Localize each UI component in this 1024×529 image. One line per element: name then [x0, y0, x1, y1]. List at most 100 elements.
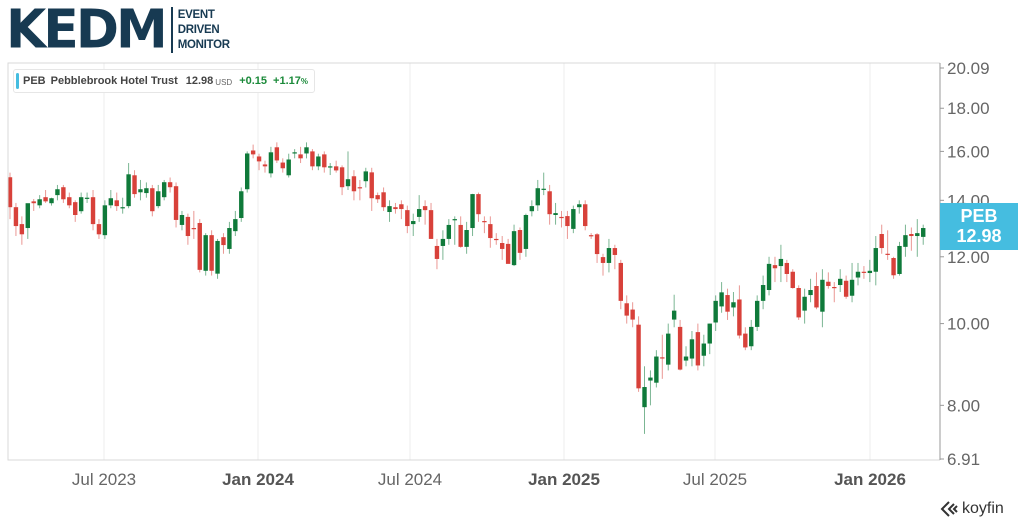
- legend-ticker: PEB: [23, 75, 46, 87]
- candle-body: [411, 221, 416, 225]
- candle-body: [476, 194, 481, 215]
- candle-body: [31, 201, 36, 204]
- candle-body: [286, 159, 291, 176]
- y-tick-label: 12.00: [947, 248, 990, 267]
- candle-body: [191, 228, 197, 230]
- candle-body: [553, 213, 558, 215]
- x-tick-label: Jul 2023: [72, 470, 136, 489]
- koyfin-logo-icon: [940, 501, 958, 517]
- candle-down: [262, 160, 268, 173]
- candle-down: [167, 177, 173, 193]
- candles: [7, 142, 926, 434]
- candle-down: [879, 224, 884, 254]
- candle-body: [452, 219, 457, 221]
- chart-legend[interactable]: PEB Pebblebrook Hotel Trust 12.98 USD +0…: [13, 69, 315, 93]
- candle-body: [25, 203, 30, 229]
- legend-change-pct-value: +1.17: [273, 75, 301, 87]
- candle-up: [161, 179, 167, 201]
- candle-body: [790, 271, 795, 289]
- candle-down: [790, 269, 795, 289]
- candle-down: [861, 266, 867, 279]
- candle-up: [464, 221, 469, 254]
- candle-down: [7, 172, 13, 220]
- candle-down: [476, 192, 481, 222]
- candle-body: [114, 200, 119, 207]
- candle-body: [292, 152, 297, 154]
- candle-body: [843, 280, 849, 297]
- candle-body: [737, 299, 742, 336]
- candle-body: [838, 278, 843, 286]
- candle-body: [90, 197, 96, 225]
- candle-body: [778, 258, 784, 267]
- candle-body: [713, 300, 718, 323]
- candle-down: [322, 151, 327, 173]
- kedm-logo: KEDM EVENT DRIVEN MONITOR: [6, 3, 230, 56]
- candle-down: [185, 213, 191, 245]
- candle-body: [725, 295, 730, 312]
- candle-down: [250, 144, 256, 159]
- candle-up: [760, 275, 766, 310]
- candle-body: [903, 235, 908, 247]
- candle-body: [529, 206, 535, 212]
- candle-down: [826, 272, 831, 289]
- logo-divider: [170, 7, 173, 53]
- candle-body: [517, 230, 523, 253]
- koyfin-branding[interactable]: koyfin: [940, 500, 1004, 518]
- candle-down: [482, 216, 487, 234]
- candle-body: [660, 357, 665, 359]
- x-tick-label: Jan 2026: [834, 470, 906, 489]
- axes: Jul 2023 Jan 2024 Jul 2024 Jan 2025 Jul 2025…: [7, 59, 990, 489]
- candle-body: [416, 209, 422, 217]
- candle-down: [381, 187, 386, 211]
- candle-body: [642, 387, 647, 408]
- candle-body: [689, 339, 695, 359]
- candle-body: [339, 167, 345, 188]
- candle-down: [357, 179, 363, 201]
- candle-down: [488, 216, 493, 248]
- candle-body: [588, 235, 594, 237]
- candle-body: [96, 224, 102, 235]
- candle-up: [239, 187, 244, 222]
- legend-company-name: Pebblebrook Hotel Trust: [50, 75, 178, 87]
- candle-body: [731, 302, 736, 308]
- logo-sub-line: EVENT: [177, 8, 215, 21]
- candle-up: [820, 269, 825, 328]
- legend-currency: USD: [215, 77, 233, 87]
- candle-up: [867, 259, 873, 283]
- candle-body: [571, 209, 576, 229]
- tag-price: 12.98: [956, 226, 1002, 246]
- tag-ticker: PEB: [960, 206, 998, 226]
- candle-body: [298, 154, 303, 159]
- candle-down: [67, 192, 72, 209]
- candle-down: [618, 259, 623, 310]
- candle-body: [357, 187, 363, 189]
- candle-body: [511, 231, 517, 266]
- candle-body: [351, 176, 357, 192]
- candle-body: [280, 162, 285, 169]
- candle-up: [440, 230, 446, 260]
- candle-down: [565, 210, 570, 239]
- candle-body: [743, 333, 748, 348]
- candle-up: [203, 233, 208, 276]
- candle-up: [855, 262, 861, 286]
- candle-down: [90, 189, 96, 231]
- koyfin-label: koyfin: [962, 500, 1004, 517]
- candle-body: [150, 188, 155, 212]
- candle-up: [227, 221, 232, 254]
- candle-body: [802, 296, 807, 311]
- candle-body: [547, 191, 552, 215]
- candle-down: [583, 200, 588, 231]
- candle-down: [428, 202, 434, 239]
- candle-body: [369, 172, 374, 199]
- candle-body: [197, 222, 202, 270]
- candle-down: [832, 282, 837, 303]
- candle-body: [618, 262, 623, 301]
- candle-up: [345, 151, 351, 190]
- candle-body: [345, 179, 351, 187]
- logo-subtitle: EVENT DRIVEN MONITOR: [178, 8, 230, 53]
- candle-down: [630, 302, 635, 328]
- candle-body: [393, 207, 398, 210]
- candle-body: [458, 224, 463, 247]
- candle-up: [138, 179, 143, 201]
- candle-body: [784, 262, 790, 274]
